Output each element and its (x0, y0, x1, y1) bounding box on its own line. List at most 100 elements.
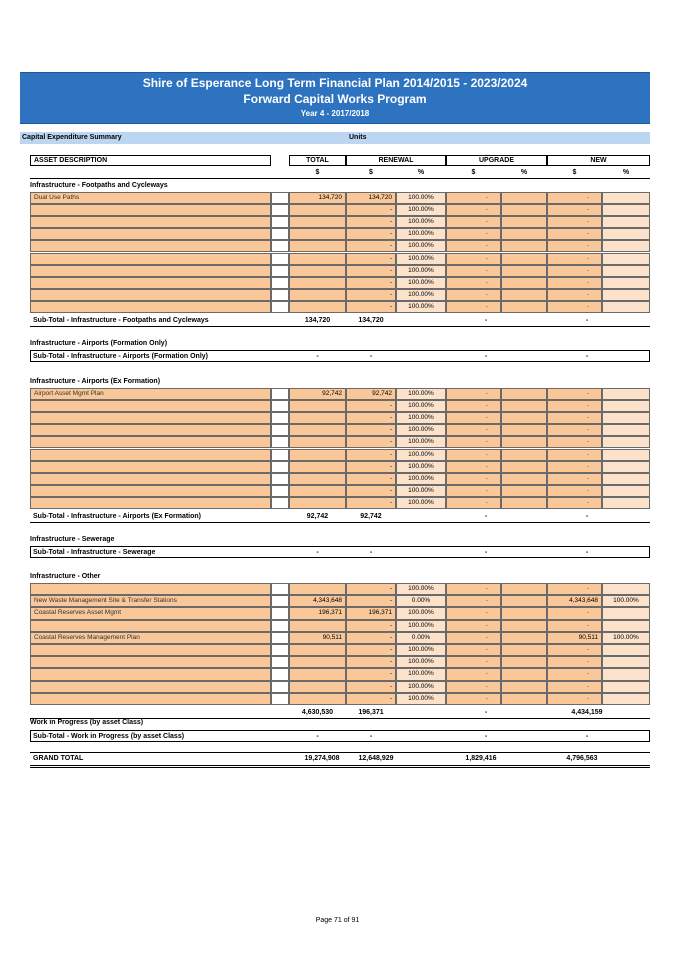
row-new-pct (602, 203, 650, 216)
row-upgrade: - (446, 680, 501, 693)
row-renewal: 134,720 (346, 191, 396, 204)
row-description (30, 668, 271, 681)
section-title: Work in Progress (by asset Class) (30, 719, 144, 726)
row-total (289, 497, 346, 510)
row-renewal-pct: 100.00% (396, 301, 446, 314)
row-upgrade-pct (501, 583, 547, 596)
row-spacer-cell (271, 387, 289, 400)
row-new-pct (602, 424, 650, 437)
units-label: Units (349, 134, 367, 141)
row-upgrade-pct (501, 228, 547, 241)
section-title: Infrastructure - Footpaths and Cycleways (30, 182, 168, 189)
row-upgrade: - (446, 448, 501, 461)
row-spacer-cell (271, 607, 289, 620)
header-renewal: RENEWAL (346, 155, 446, 166)
row-upgrade-pct (501, 203, 547, 216)
row-upgrade-pct (501, 264, 547, 277)
row-total (289, 252, 346, 265)
subtotal-renewal: - (369, 732, 373, 740)
row-renewal: - (346, 656, 396, 669)
subtotal-upgrade: - (484, 708, 488, 716)
row-upgrade-pct (501, 619, 547, 632)
row-renewal-pct: 100.00% (396, 411, 446, 425)
row-total (289, 411, 346, 425)
row-upgrade-pct (501, 460, 547, 473)
subtotal-total: 134,720 (304, 316, 331, 324)
row-new-pct (602, 276, 650, 290)
row-total: 90,511 (289, 631, 346, 644)
subtotal-total: 4,630,530 (301, 708, 334, 716)
row-renewal-pct: 100.00% (396, 436, 446, 449)
row-spacer-cell (271, 497, 289, 510)
row-upgrade-pct (501, 631, 547, 644)
row-upgrade-pct (501, 448, 547, 461)
report-year: Year 4 - 2017/2018 (300, 109, 370, 118)
row-total (289, 289, 346, 302)
row-upgrade-pct (501, 215, 547, 229)
row-upgrade: - (446, 583, 501, 596)
row-spacer-cell (271, 399, 289, 412)
row-upgrade: - (446, 240, 501, 253)
row-new-pct (602, 399, 650, 412)
row-description (30, 228, 271, 241)
row-upgrade: - (446, 460, 501, 473)
subtotal-total: - (316, 548, 319, 556)
row-new: - (547, 276, 602, 290)
row-spacer-cell (271, 583, 289, 596)
grand-total-top-line (30, 752, 650, 753)
row-renewal: - (346, 424, 396, 437)
row-renewal-pct: 100.00% (396, 644, 446, 657)
row-upgrade: - (446, 399, 501, 412)
row-renewal-pct: 100.00% (396, 460, 446, 473)
row-upgrade: - (446, 607, 501, 620)
subtotal-upgrade: - (484, 732, 488, 740)
row-renewal: - (346, 289, 396, 302)
row-spacer-cell (271, 276, 289, 290)
row-total (289, 240, 346, 253)
row-renewal: - (346, 411, 396, 425)
row-renewal-pct: 100.00% (396, 583, 446, 596)
row-new-pct: 100.00% (602, 595, 650, 608)
row-spacer-cell (271, 203, 289, 216)
header-upgrade: UPGRADE (446, 155, 547, 166)
row-total (289, 399, 346, 412)
row-new: - (547, 436, 602, 449)
subtotal-bottom-line (30, 522, 650, 523)
row-spacer-cell (271, 631, 289, 644)
row-renewal-pct: 100.00% (396, 680, 446, 693)
row-renewal: - (346, 680, 396, 693)
row-upgrade-pct (501, 240, 547, 253)
row-upgrade: - (446, 264, 501, 277)
row-renewal-pct: 100.00% (396, 240, 446, 253)
row-new: - (547, 399, 602, 412)
row-total (289, 228, 346, 241)
row-new: - (547, 644, 602, 657)
row-total (289, 264, 346, 277)
row-new: - (547, 472, 602, 486)
row-spacer-cell (271, 656, 289, 669)
row-spacer-cell (271, 411, 289, 425)
row-new-pct (602, 472, 650, 486)
subtotal-new: - (585, 512, 589, 520)
row-upgrade: - (446, 228, 501, 241)
row-spacer-cell (271, 692, 289, 705)
row-description: Coastal Reserves Asset Mgmt (30, 607, 271, 620)
row-total (289, 680, 346, 693)
row-upgrade: - (446, 289, 501, 302)
grand-total-double-line-2 (30, 767, 650, 768)
row-spacer-cell (271, 485, 289, 498)
subtotal-label: Sub-Total - Infrastructure - Airports (E… (33, 512, 202, 520)
row-total: 92,742 (289, 387, 346, 400)
subtotal-upgrade: - (484, 316, 488, 324)
row-new-pct (602, 448, 650, 461)
row-description (30, 276, 271, 290)
row-renewal-pct: 100.00% (396, 191, 446, 204)
row-upgrade-pct (501, 399, 547, 412)
grand-total-label: GRAND TOTAL (33, 755, 84, 762)
subtotal-new: - (585, 548, 589, 556)
subtotal-renewal: - (369, 548, 373, 556)
row-new: - (547, 289, 602, 302)
subtotal-bottom-line (30, 718, 650, 719)
row-new: - (547, 228, 602, 241)
subtotal-total: 92,742 (306, 512, 329, 520)
